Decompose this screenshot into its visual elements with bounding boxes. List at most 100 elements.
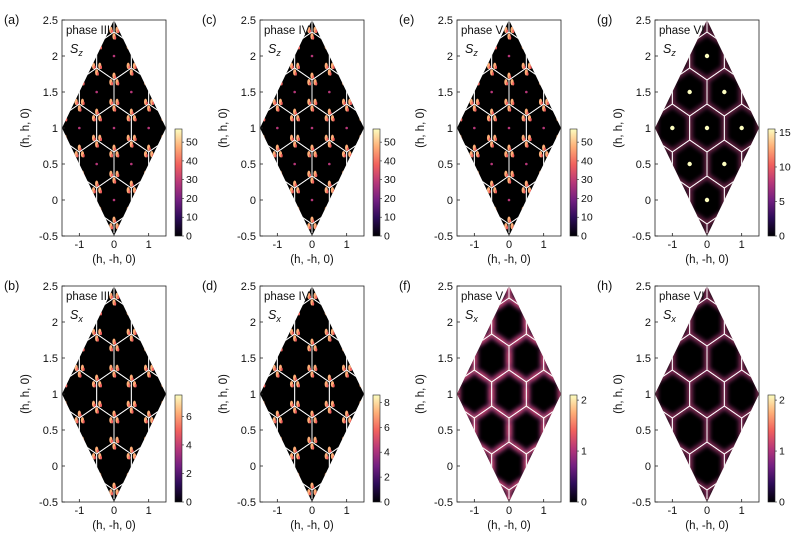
spin-component-label: Sz	[70, 42, 83, 58]
panel-e: -1 0 1 -0.5 0 0.5 1 1.5 2 2.5 (h, -h, 0) (h, h, 0) (…	[399, 13, 593, 266]
colorbar-tick-label: 20	[581, 193, 593, 205]
colorbar-tick-label: 30	[384, 174, 396, 186]
x-axis-label: (h, -h, 0)	[685, 254, 729, 266]
y-tick-label: -0.5	[39, 231, 58, 243]
colorbar-tick-label: 50	[384, 137, 396, 149]
x-tick-label: 1	[146, 239, 152, 251]
y-axis-label: (h, h, 0)	[20, 108, 32, 148]
spin-component-label: Sz	[268, 42, 281, 58]
x-tick-label: 1	[541, 239, 547, 251]
colorbar-tick-label: 10	[384, 212, 396, 224]
y-tick-label: 2	[250, 317, 256, 329]
panel-h: -1 0 1 -0.5 0 0.5 1 1.5 2 2.5 (h, -h, 0) (h, h, 0) (…	[597, 279, 785, 532]
spin-component-label: Sx	[663, 308, 676, 324]
y-tick-label: 2	[645, 317, 651, 329]
y-axis-label: (h, h, 0)	[20, 374, 32, 414]
y-tick-label: 2	[52, 51, 58, 63]
panel-f: -1 0 1 -0.5 0 0.5 1 1.5 2 2.5 (h, -h, 0) (h, h, 0) (…	[399, 279, 587, 532]
colorbar-tick-label: 0	[384, 231, 390, 243]
y-tick-label: 1.5	[241, 87, 256, 99]
y-tick-label: 1	[52, 389, 58, 401]
panel-g: -1 0 1 -0.5 0 0.5 1 1.5 2 2.5 (h, -h, 0) (h, h, 0) (…	[597, 13, 791, 266]
x-tick-label: 1	[344, 505, 350, 517]
y-tick-label: 2.5	[636, 15, 651, 27]
y-tick-label: 2	[447, 317, 453, 329]
colorbar-tick-label: 0	[186, 231, 192, 243]
x-tick-label: 0	[704, 239, 710, 251]
x-tick-label: 1	[739, 239, 745, 251]
colorbar-tick-label: 2	[186, 468, 192, 480]
colorbar-tick-label: 10	[581, 212, 593, 224]
colorbar-tick-label: 30	[581, 174, 593, 186]
y-tick-label: 0.5	[43, 425, 58, 437]
x-tick-label: -1	[74, 505, 84, 517]
y-axis-label: (h, h, 0)	[613, 374, 625, 414]
colorbar	[372, 394, 381, 503]
colorbar-tick-label: 40	[581, 155, 593, 167]
y-tick-label: 1	[52, 123, 58, 135]
y-tick-label: 2.5	[438, 15, 453, 27]
x-tick-label: 0	[309, 505, 315, 517]
panel-title: phase III	[66, 25, 110, 37]
colorbar	[174, 394, 183, 503]
y-tick-label: 1.5	[636, 353, 651, 365]
x-tick-label: -1	[469, 239, 479, 251]
panel-title: phase III	[66, 291, 110, 303]
spin-component-label: Sx	[268, 308, 281, 324]
colorbar-tick-label: 0	[581, 497, 587, 509]
y-tick-label: 2.5	[241, 281, 256, 293]
panel-b: -1 0 1 -0.5 0 0.5 1 1.5 2 2.5 (h, -h, 0) (h, h, 0) (…	[4, 279, 192, 532]
y-tick-label: 1	[447, 123, 453, 135]
y-tick-label: 2	[250, 51, 256, 63]
colorbar	[569, 128, 578, 237]
y-tick-label: 2	[52, 317, 58, 329]
panel-title: phase IV	[264, 291, 310, 303]
colorbar-tick-label: 0	[186, 497, 192, 509]
x-tick-label: 0	[704, 505, 710, 517]
y-tick-label: 1.5	[43, 353, 58, 365]
colorbar-tick-label: 4	[186, 439, 192, 451]
colorbar-tick-label: 8	[384, 397, 390, 409]
colorbar-tick-label: 10	[779, 161, 791, 173]
spin-component-label: Sz	[465, 42, 478, 58]
y-tick-label: -0.5	[237, 231, 256, 243]
y-tick-label: -0.5	[434, 497, 453, 509]
x-axis-label: (h, -h, 0)	[92, 254, 136, 266]
panel-title: phase V	[461, 291, 504, 303]
x-axis-label: (h, -h, 0)	[92, 520, 136, 532]
y-tick-label: 0	[447, 461, 453, 473]
panel-title: phase IV	[264, 25, 310, 37]
colorbar-tick-label: 0	[779, 231, 785, 243]
y-tick-label: 0.5	[438, 159, 453, 171]
colorbar-tick-label: 0	[384, 497, 390, 509]
y-axis-label: (h, h, 0)	[415, 374, 427, 414]
y-tick-label: 2	[645, 51, 651, 63]
colorbar-tick-label: 1	[581, 446, 587, 458]
y-axis-label: (h, h, 0)	[613, 108, 625, 148]
y-tick-label: -0.5	[632, 497, 651, 509]
y-tick-label: 1.5	[438, 353, 453, 365]
x-axis-label: (h, -h, 0)	[290, 520, 334, 532]
y-tick-label: 1.5	[43, 87, 58, 99]
panel-label: (d)	[202, 279, 217, 293]
panel-d: -1 0 1 -0.5 0 0.5 1 1.5 2 2.5 (h, -h, 0) (h, h, 0) (…	[202, 279, 390, 532]
y-tick-label: 0	[645, 195, 651, 207]
x-tick-label: 1	[146, 505, 152, 517]
x-tick-label: 0	[506, 239, 512, 251]
y-tick-label: 2	[447, 51, 453, 63]
spin-component-label: Sx	[465, 308, 478, 324]
colorbar-tick-label: 10	[186, 212, 198, 224]
y-tick-label: 1.5	[636, 87, 651, 99]
y-tick-label: 2.5	[241, 15, 256, 27]
panel-a: -1 0 1 -0.5 0 0.5 1 1.5 2 2.5 (h, -h, 0) (h, h, 0) (…	[4, 13, 198, 266]
colorbar-tick-label: 2	[779, 395, 785, 407]
spin-component-label: Sx	[70, 308, 83, 324]
y-tick-label: 0.5	[636, 425, 651, 437]
y-axis-label: (h, h, 0)	[415, 108, 427, 148]
panel-label: (b)	[4, 279, 19, 293]
colorbar	[767, 394, 776, 503]
x-axis-label: (h, -h, 0)	[685, 520, 729, 532]
y-tick-label: 1	[645, 389, 651, 401]
y-tick-label: 2.5	[43, 281, 58, 293]
